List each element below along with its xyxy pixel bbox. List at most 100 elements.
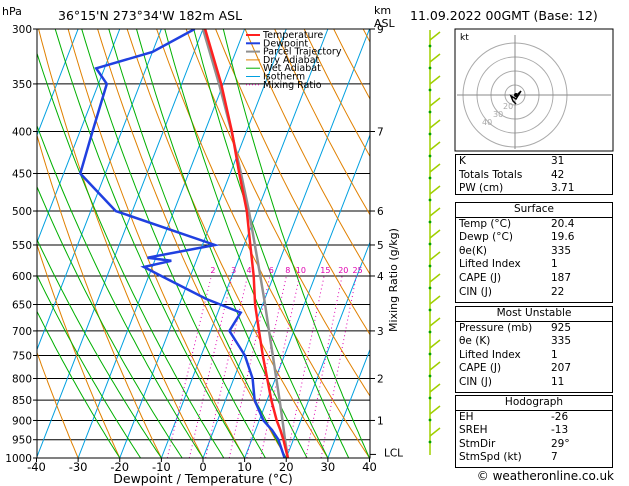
most-unstable-label: CIN (J): [459, 375, 492, 388]
temperature-line: [203, 29, 290, 458]
wind-barb-dot: [428, 66, 432, 70]
hodograph-unit: kt: [460, 33, 469, 43]
hodograph-row: StmDir 29°: [456, 438, 612, 452]
surface-label: Temp (°C): [459, 217, 512, 230]
x-axis-label: Dewpoint / Temperature (°C): [113, 471, 292, 486]
dry-adiabat: [244, 29, 370, 276]
hodograph-value: -13: [551, 424, 569, 437]
pressure-tick-label: 400: [12, 127, 32, 139]
mixing-ratio-line: [320, 275, 357, 458]
wind-barb-dot: [428, 374, 432, 378]
hodograph-panel: Hodograph EH -26 SREH -13 StmDir 29° StmSpd (k…: [455, 395, 613, 468]
dry-adiabat: [215, 29, 370, 336]
most-unstable-row: CAPE (J) 207: [456, 362, 612, 376]
hodograph-label: SREH: [459, 424, 488, 437]
isotherm--40: [37, 29, 204, 458]
legend-entry: Isotherm: [263, 72, 305, 83]
most-unstable-row: CIN (J) 11: [456, 376, 612, 390]
wind-barb-dot: [428, 352, 432, 356]
surface-row: θe(K) 335: [456, 245, 612, 259]
pw-value: 3.71: [551, 182, 575, 195]
wind-barb: [429, 427, 441, 437]
most-unstable-row: Lifted Index 1: [456, 349, 612, 363]
mixing-ratio-labels: 2 3 4 6 8 10 15 20 25: [210, 266, 362, 275]
wind-barb-dot: [428, 176, 432, 180]
isotherm-30: [327, 348, 370, 458]
pressure-tick-label: 350: [12, 79, 32, 91]
legend-entry: Wet Adiabat: [263, 63, 321, 74]
wind-barb: [429, 53, 441, 63]
hodograph-row: SREH -13: [456, 424, 612, 438]
surface-value: 187: [551, 271, 572, 284]
hodograph-rows: EH -26 SREH -13 StmDir 29° StmSpd (kt) 7: [456, 409, 612, 465]
pressure-tick-label: 700: [12, 326, 32, 338]
isotherm--30: [77, 29, 246, 458]
pressure-tick-label: 300: [12, 24, 32, 36]
surface-label: CAPE (J): [459, 271, 502, 284]
mixing-ratio-label: 4: [246, 266, 251, 275]
dry-adiabat: [37, 133, 162, 458]
most-unstable-value: 1: [551, 348, 558, 361]
hodograph-point: [514, 93, 518, 97]
surface-label: CIN (J): [459, 285, 492, 298]
pw-label: PW (cm): [459, 182, 504, 195]
isotherm--70: [37, 29, 79, 137]
mixing-ratio-label: 20: [338, 266, 348, 275]
hodograph-title: Hodograph: [504, 396, 564, 408]
legend-entry: Dewpoint: [263, 38, 308, 49]
forecast-datetime: 11.09.2022 00GMT (Base: 12): [410, 8, 598, 23]
km-tick-label: 2: [377, 373, 384, 385]
wet-adiabat: [54, 29, 246, 458]
wind-barb-dot: [428, 418, 432, 422]
mixing-ratio-axis-label: Mixing Ratio (g/kg): [387, 228, 400, 332]
wet-adiabat: [108, 29, 287, 458]
hpa-label: hPa: [2, 5, 22, 18]
legend-entry: Dry Adiabat: [263, 55, 320, 66]
dry-adiabat: [37, 351, 79, 458]
most-unstable-row: Pressure (mb) 925: [456, 322, 612, 336]
surface-panel: Surface Temp (°C) 20.4 Dewp (°C) 19.6 θe(K) 3…: [455, 202, 613, 303]
wind-barb: [429, 119, 441, 129]
isotherm-10: [244, 133, 370, 458]
mixing-ratio-label: 3: [231, 266, 236, 275]
pressure-tick-label: 650: [12, 300, 32, 312]
wind-barb-dot: [428, 110, 432, 114]
dry-adiabat: [303, 29, 370, 158]
temperature-tick-label: 30: [321, 460, 336, 474]
mixing-ratio-label: 2: [210, 266, 215, 275]
temperature-tick-label: 0: [199, 460, 206, 474]
wind-barb: [429, 163, 441, 173]
km-tick-label: 9: [377, 24, 384, 36]
surface-label: θe(K): [459, 244, 487, 257]
pressure-tick-label: 900: [12, 415, 32, 427]
wind-barb: [429, 295, 441, 305]
hodograph-frame: [454, 28, 614, 152]
isotherm-0: [202, 29, 370, 458]
pressure-tick-label: 950: [12, 435, 32, 447]
totals-totals-value: 42: [551, 168, 565, 181]
legend-entry: Parcel Trajectory: [263, 47, 342, 58]
wind-barb: [429, 97, 441, 107]
indices-panel: K 31 Totals Totals 42 PW (cm) 3.71: [455, 154, 613, 195]
hodograph-label: EH: [459, 410, 474, 423]
wind-barb: [429, 31, 441, 41]
isotherm--20: [119, 29, 287, 458]
wind-barb-dot: [428, 44, 432, 48]
wind-barb: [429, 207, 441, 217]
k-index-value: 31: [551, 155, 565, 167]
dry-adiabat: [67, 29, 246, 458]
surface-row: CIN (J) 22: [456, 286, 612, 300]
wet-adiabat: [193, 29, 350, 458]
pressure-tick-label: 800: [12, 373, 32, 385]
pressure-tick-label: 550: [12, 240, 32, 252]
km-tick-label: 1: [377, 415, 384, 427]
wind-barb: [429, 185, 441, 195]
wet-adiabat: [37, 51, 225, 458]
hodograph-value: 7: [551, 451, 558, 464]
wind-barb-dot: [428, 220, 432, 224]
temperature-tick-label: 40: [362, 460, 377, 474]
wind-barb-dot: [428, 286, 432, 290]
k-index-label: K: [459, 155, 466, 167]
